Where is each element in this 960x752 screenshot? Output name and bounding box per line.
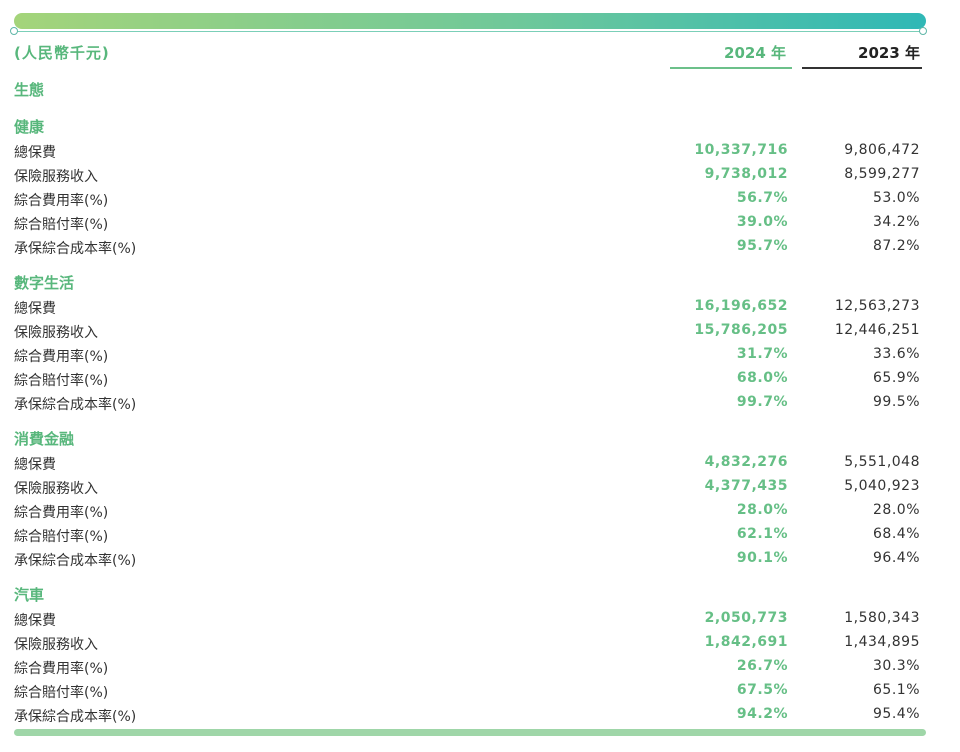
row-label: 保險服務收入 [14, 481, 98, 497]
section-title: 汽車 [14, 586, 45, 604]
value-2023: 1,580,343 [844, 610, 920, 626]
value-2023: 9,806,472 [844, 142, 920, 158]
row-label: 承保綜合成本率(%) [14, 241, 137, 257]
value-2024: 94.2% [736, 706, 788, 722]
row-label: 綜合費用率(%) [14, 349, 109, 365]
value-2024: 90.1% [736, 550, 788, 566]
value-2023: 12,446,251 [834, 322, 920, 338]
value-2024: 62.1% [736, 526, 788, 542]
value-2024: 99.7% [736, 394, 788, 410]
row-label: 綜合賠付率(%) [14, 373, 109, 389]
value-2023: 34.2% [873, 214, 920, 230]
table-row: 保險服務收入 15,786,205 12,446,251 [0, 322, 960, 346]
value-2024: 4,377,435 [704, 478, 788, 494]
value-2024: 31.7% [736, 346, 788, 362]
section-title: 健康 [14, 118, 45, 136]
value-2023: 53.0% [873, 190, 920, 206]
table-row: 總保費 4,832,276 5,551,048 [0, 454, 960, 478]
value-2023: 95.4% [873, 706, 920, 722]
row-label: 承保綜合成本率(%) [14, 397, 137, 413]
value-2023: 33.6% [873, 346, 920, 362]
row-label: 承保綜合成本率(%) [14, 709, 137, 725]
value-2023: 5,551,048 [844, 454, 920, 470]
bottom-bar [14, 729, 926, 736]
row-label: 保險服務收入 [14, 637, 98, 653]
value-2023: 96.4% [873, 550, 920, 566]
column-header-2023: 2023 年 [802, 42, 922, 69]
table-row: 綜合費用率(%) 31.7% 33.6% [0, 346, 960, 370]
table-row: 承保綜合成本率(%) 90.1% 96.4% [0, 550, 960, 574]
top-divider-line [14, 31, 925, 32]
table-row: 綜合費用率(%) 26.7% 30.3% [0, 658, 960, 682]
value-2024: 39.0% [736, 214, 788, 230]
value-2024: 26.7% [736, 658, 788, 674]
top-gradient-bar [14, 13, 926, 29]
value-2024: 9,738,012 [704, 166, 788, 182]
table-row: 保險服務收入 1,842,691 1,434,895 [0, 634, 960, 658]
table-row: 保險服務收入 9,738,012 8,599,277 [0, 166, 960, 190]
table-row: 綜合賠付率(%) 67.5% 65.1% [0, 682, 960, 706]
value-2024: 15,786,205 [694, 322, 788, 338]
value-2024: 67.5% [736, 682, 788, 698]
table-row: 保險服務收入 4,377,435 5,040,923 [0, 478, 960, 502]
top-left-dot [10, 27, 18, 35]
table-row: 總保費 10,337,716 9,806,472 [0, 142, 960, 166]
table-row: 綜合賠付率(%) 62.1% 68.4% [0, 526, 960, 550]
section-title: 數字生活 [14, 274, 75, 292]
value-2024: 56.7% [736, 190, 788, 206]
ecosystem-title: 生態 [14, 81, 45, 99]
value-2023: 68.4% [873, 526, 920, 542]
value-2023: 87.2% [873, 238, 920, 254]
table-row: 承保綜合成本率(%) 95.7% 87.2% [0, 238, 960, 262]
value-2023: 99.5% [873, 394, 920, 410]
value-2023: 12,563,273 [834, 298, 920, 314]
value-2023: 28.0% [873, 502, 920, 518]
value-2023: 1,434,895 [844, 634, 920, 650]
value-2024: 16,196,652 [694, 298, 788, 314]
row-label: 保險服務收入 [14, 325, 98, 341]
table-row: 承保綜合成本率(%) 94.2% 95.4% [0, 706, 960, 730]
table-header: (人民幣千元) 2024 年 2023 年 [0, 42, 960, 70]
value-2024: 10,337,716 [694, 142, 788, 158]
row-label: 綜合賠付率(%) [14, 529, 109, 545]
table-row: 總保費 2,050,773 1,580,343 [0, 610, 960, 634]
row-label: 綜合費用率(%) [14, 193, 109, 209]
top-right-dot [919, 27, 927, 35]
table-row: 承保綜合成本率(%) 99.7% 99.5% [0, 394, 960, 418]
row-label: 總保費 [14, 145, 56, 161]
table-row: 綜合費用率(%) 28.0% 28.0% [0, 502, 960, 526]
row-label: 保險服務收入 [14, 169, 98, 185]
value-2024: 1,842,691 [704, 634, 788, 650]
value-2023: 5,040,923 [844, 478, 920, 494]
row-label: 總保費 [14, 457, 56, 473]
value-2023: 8,599,277 [844, 166, 920, 182]
unit-label: (人民幣千元) [14, 44, 110, 62]
row-label: 總保費 [14, 301, 56, 317]
row-label: 綜合費用率(%) [14, 661, 109, 677]
row-label: 綜合賠付率(%) [14, 217, 109, 233]
row-label: 總保費 [14, 613, 56, 629]
table-row: 綜合賠付率(%) 68.0% 65.9% [0, 370, 960, 394]
table-row: 綜合費用率(%) 56.7% 53.0% [0, 190, 960, 214]
value-2024: 2,050,773 [704, 610, 788, 626]
column-header-2024: 2024 年 [670, 42, 792, 69]
value-2023: 65.9% [873, 370, 920, 386]
value-2024: 95.7% [736, 238, 788, 254]
section-title: 消費金融 [14, 430, 75, 448]
value-2023: 30.3% [873, 658, 920, 674]
table-row: 總保費 16,196,652 12,563,273 [0, 298, 960, 322]
value-2024: 28.0% [736, 502, 788, 518]
table-row: 綜合賠付率(%) 39.0% 34.2% [0, 214, 960, 238]
row-label: 綜合費用率(%) [14, 505, 109, 521]
row-label: 綜合賠付率(%) [14, 685, 109, 701]
value-2024: 68.0% [736, 370, 788, 386]
row-label: 承保綜合成本率(%) [14, 553, 137, 569]
value-2024: 4,832,276 [704, 454, 788, 470]
value-2023: 65.1% [873, 682, 920, 698]
